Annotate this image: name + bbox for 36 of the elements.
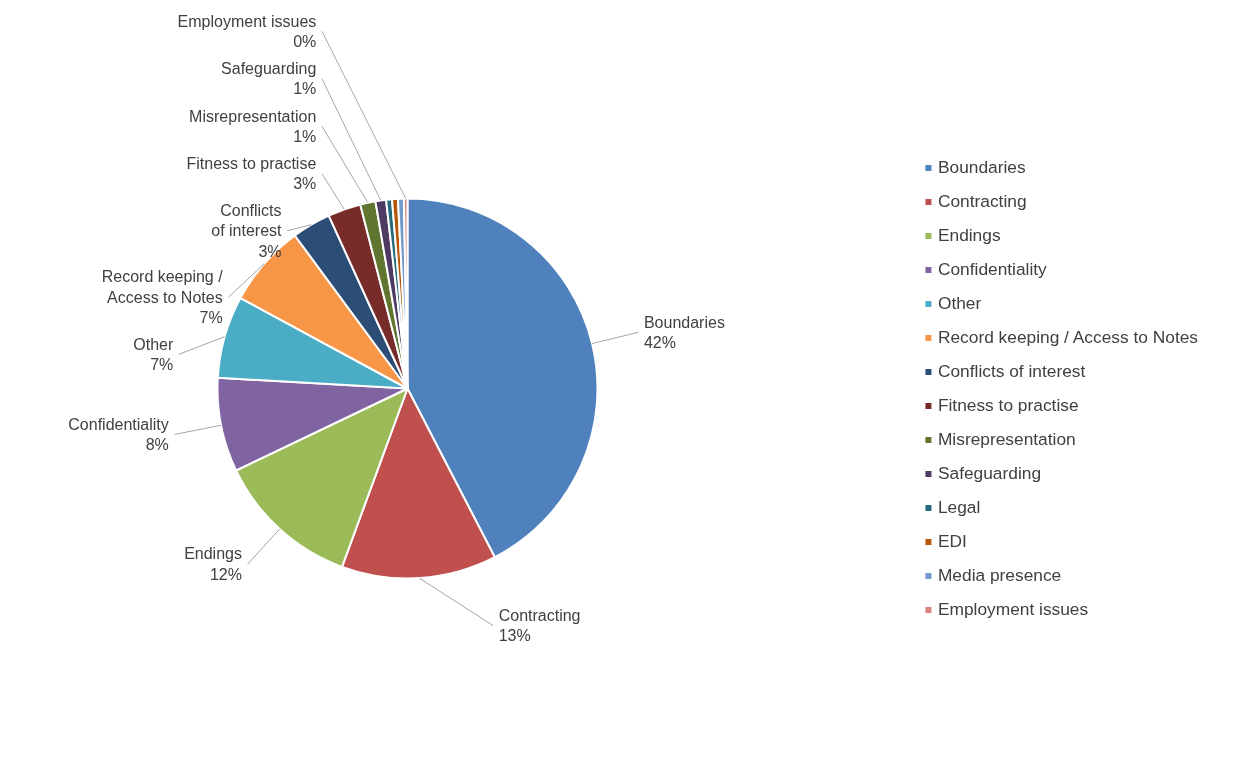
slice-label: Record keeping / Access to Notes bbox=[101, 268, 224, 306]
slice-label: Fitness to practise bbox=[186, 155, 317, 173]
legend-label: Boundaries bbox=[937, 156, 1026, 178]
data-label: 7% bbox=[150, 356, 174, 373]
slice-label: Employment issues bbox=[177, 12, 317, 30]
slice-label: Other bbox=[133, 335, 174, 353]
legend-label: Misrepresentation bbox=[937, 428, 1076, 450]
legend-label: Safeguarding bbox=[937, 462, 1042, 484]
slice-label: Endings bbox=[184, 545, 242, 563]
data-label: 12% bbox=[209, 565, 242, 583]
slice-label: Safeguarding bbox=[221, 60, 317, 78]
legend-label: Media presence bbox=[937, 564, 1062, 586]
legend-label: Employment issues bbox=[937, 598, 1089, 620]
legend-label: Fitness to practise bbox=[937, 394, 1079, 416]
data-label: 1% bbox=[293, 80, 317, 98]
slice-label: Contracting bbox=[498, 606, 581, 624]
slice-label: Misrepresentation bbox=[189, 107, 317, 125]
slice-label: Boundaries bbox=[643, 313, 725, 331]
data-label: 0% bbox=[293, 33, 317, 50]
legend-label: Record keeping / Access to Notes bbox=[937, 326, 1198, 348]
slice-label: Conflicts of interest bbox=[211, 201, 283, 240]
slice-label: Confidentiality bbox=[68, 415, 169, 433]
legend-label: Conflicts of interest bbox=[937, 360, 1086, 382]
data-label: 42% bbox=[643, 334, 676, 352]
data-label: 1% bbox=[293, 128, 317, 145]
data-label: 3% bbox=[258, 242, 282, 260]
data-label: 7% bbox=[199, 309, 223, 327]
legend-label: Contracting bbox=[937, 190, 1027, 212]
legend-label: EDI bbox=[937, 530, 967, 552]
legend-label: Endings bbox=[937, 224, 1001, 246]
legend-label: Confidentiality bbox=[937, 258, 1047, 280]
legend-label: Other bbox=[937, 292, 982, 314]
data-label: 8% bbox=[145, 436, 169, 454]
data-label: 3% bbox=[293, 175, 317, 193]
legend-label: Legal bbox=[937, 496, 981, 518]
data-label: 13% bbox=[498, 627, 531, 645]
